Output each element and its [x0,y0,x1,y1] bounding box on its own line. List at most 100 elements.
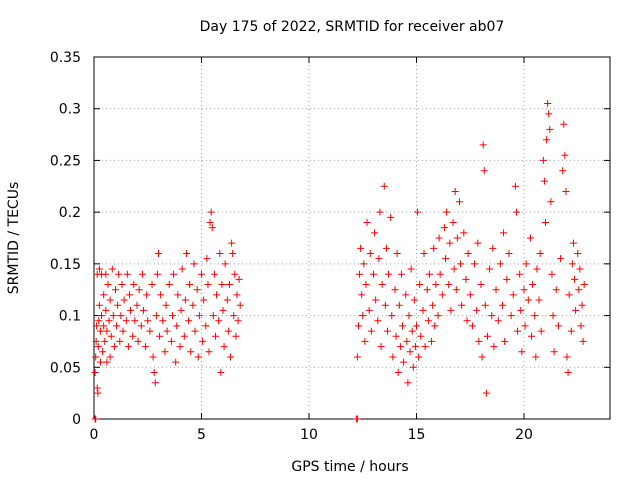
data-point [127,306,135,314]
data-point [190,260,198,268]
data-point [149,353,157,361]
data-point [230,312,238,320]
data-point [440,224,448,232]
data-point [489,244,497,252]
data-point [198,270,205,278]
data-point [420,250,428,258]
data-point [213,291,221,299]
data-point [216,250,224,258]
data-point [231,270,239,278]
y-tick-label: 0 [72,412,81,428]
data-point [394,368,402,376]
y-tick-label: 0.2 [59,205,81,221]
data-point [423,286,431,294]
data-point [415,353,423,361]
data-point [471,260,479,268]
data-point [499,301,506,309]
data-point [151,379,159,387]
data-point [209,312,217,320]
data-point [542,218,549,226]
data-point [501,337,509,345]
data-point [456,198,463,206]
data-point [442,255,450,263]
data-point [143,291,151,299]
data-point [505,250,513,258]
data-point [475,337,483,345]
data-point [148,281,156,289]
data-point [520,286,528,294]
data-point [483,332,491,340]
data-point [103,358,111,366]
y-tick-label: 0.15 [50,257,81,273]
data-point [139,306,147,314]
data-point [430,244,438,252]
data-point [93,384,101,392]
data-point [393,250,401,258]
data-point [569,239,577,247]
data-point [490,343,498,351]
data-point [359,312,367,320]
data-point [578,301,586,309]
data-point [382,244,390,252]
data-point [161,348,169,356]
y-tick-label: 0.25 [50,153,81,169]
data-point [481,301,489,309]
data-point [194,353,202,361]
data-point [186,281,194,289]
data-point [92,353,100,361]
data-point [98,312,106,320]
data-point [134,337,142,345]
data-point [543,136,551,144]
data-point [552,286,560,294]
data-point [106,353,114,361]
data-point [580,281,588,289]
data-point [137,322,145,330]
data-point [414,208,422,216]
y-tick-label: 0.05 [50,360,81,376]
data-point [526,234,534,242]
data-point [172,358,180,366]
data-point [579,337,587,345]
data-point [562,187,570,195]
data-point [529,281,537,289]
data-point [561,151,569,159]
data-point [228,239,236,247]
data-point [417,332,425,340]
data-point [371,229,379,237]
data-point [176,343,184,351]
data-point [431,322,439,330]
data-point [494,317,502,325]
data-point [372,296,380,304]
data-point [478,353,486,361]
data-point [535,296,543,304]
data-point [356,270,364,278]
data-point [224,327,232,335]
data-point [365,306,373,314]
data-point [117,312,125,320]
data-point [227,353,235,361]
x-tick-label: 10 [300,427,318,443]
data-point [405,312,413,320]
data-point [560,120,568,128]
data-point [202,322,210,330]
data-point [452,286,460,294]
data-point [446,239,454,247]
data-point [577,322,585,330]
data-point [106,296,114,304]
data-point [380,182,388,190]
data-point [450,265,458,273]
data-point [511,182,519,190]
data-point [540,177,548,185]
data-point [146,327,154,335]
data-point [156,332,164,340]
data-point [473,306,481,314]
data-point [370,270,377,278]
data-point [550,348,558,356]
data-point [524,296,532,304]
data-point [105,317,113,325]
data-point [466,291,474,299]
data-point [203,255,211,263]
data-point [119,327,127,335]
data-points [91,100,588,423]
